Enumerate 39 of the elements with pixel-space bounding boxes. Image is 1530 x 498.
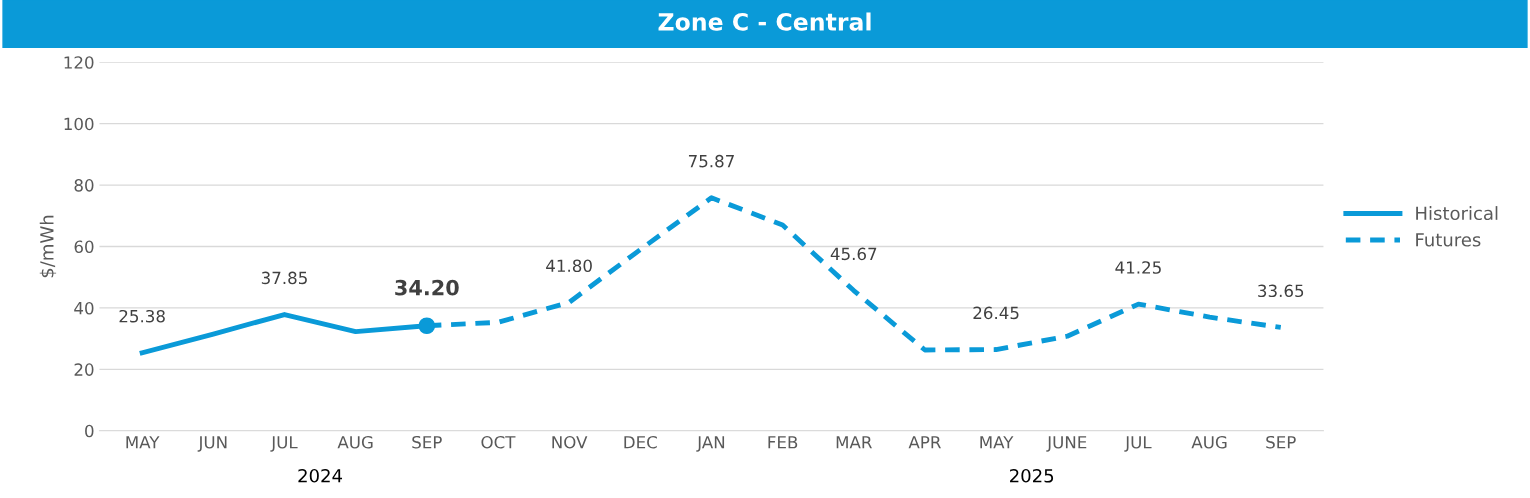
data-label: 37.85 xyxy=(261,271,307,285)
x-tick-label: APR xyxy=(908,436,941,449)
x-tick-label: NOV xyxy=(552,435,588,449)
x-tick-label: MAY xyxy=(126,436,160,449)
x-tick-label: AUG xyxy=(337,435,373,449)
data-label: 75.87 xyxy=(688,154,734,168)
x-tick-label: SEP xyxy=(1266,435,1296,449)
data-label: 25.38 xyxy=(119,309,165,323)
x-tick-label: FEB xyxy=(768,436,798,449)
x-tick-label: JUN xyxy=(197,436,227,452)
x-tick-label: JUL xyxy=(1124,436,1152,452)
x-tick-label: SEP xyxy=(412,435,442,449)
chart-title: Zone C - Central xyxy=(658,12,871,31)
y-tick-label: 80 xyxy=(74,179,94,192)
x-tick-label: AUG xyxy=(1191,435,1227,449)
y-tick-label: 0 xyxy=(85,424,94,438)
data-label: 34.20 xyxy=(395,279,459,296)
x-tick-label: DEC xyxy=(624,435,657,449)
data-label: 26.45 xyxy=(973,306,1019,320)
legend-label: Futures xyxy=(1416,233,1481,247)
y-tick-label: 40 xyxy=(74,301,94,315)
data-label: 33.65 xyxy=(1258,284,1304,298)
x-tick-label: JUNE xyxy=(1046,436,1087,452)
x-tick-label: JAN xyxy=(696,436,725,452)
x-tick-label: OCT xyxy=(481,435,516,449)
x-tick-label: JUL xyxy=(270,436,298,452)
text: 2025 xyxy=(1010,468,1054,483)
data-label: 41.25 xyxy=(1115,261,1161,274)
data-label: 41.80 xyxy=(546,259,592,273)
y-tick-label: 100 xyxy=(64,117,94,131)
x-tick-label: MAY xyxy=(980,436,1014,449)
text: 2024 xyxy=(298,468,343,483)
data-label: 45.67 xyxy=(830,247,877,261)
y-tick-label: 20 xyxy=(74,363,94,376)
x-tick-label: MAR xyxy=(836,436,872,449)
legend-label: Historical xyxy=(1416,206,1498,221)
y-tick-label: 60 xyxy=(74,240,94,254)
y-tick-label: 120 xyxy=(64,56,94,69)
y-axis-title: $/mWh xyxy=(39,215,57,278)
